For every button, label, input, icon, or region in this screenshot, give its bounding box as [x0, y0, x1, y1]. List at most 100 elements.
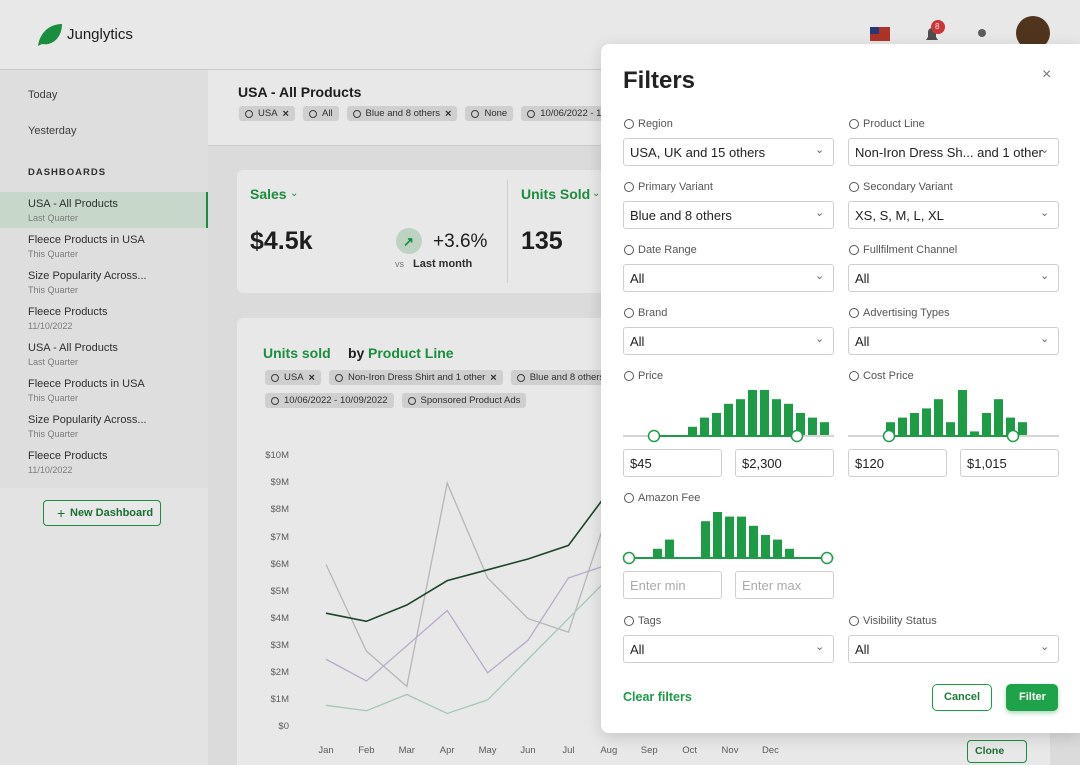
filter-button[interactable] — [1006, 684, 1058, 711]
dashboard-name[interactable]: USA - All Products — [28, 341, 118, 354]
y-tick-label: $6M — [270, 558, 289, 570]
select[interactable] — [848, 264, 1059, 292]
chip-remove[interactable]: × — [308, 371, 315, 384]
y-tick-label: $7M — [270, 531, 289, 543]
select-value[interactable]: All — [630, 641, 645, 657]
chart-metric[interactable]: Units sold — [263, 345, 331, 361]
dashboard-name[interactable]: USA - All Products — [28, 197, 118, 210]
new-dashboard-button[interactable] — [43, 500, 161, 526]
dashboard-name[interactable]: Fleece Products in USA — [28, 233, 145, 246]
kpi-value: 135 — [521, 226, 563, 255]
field-icon — [624, 245, 634, 255]
chip-icon — [516, 373, 525, 382]
select[interactable] — [623, 138, 834, 166]
dashboard-period: 11/10/2022 — [28, 464, 73, 475]
chip[interactable]: Blue and 8 others — [510, 370, 611, 385]
select-value[interactable]: Non-Iron Dress Sh... and 1 other — [855, 144, 1043, 160]
select[interactable] — [623, 635, 834, 663]
kpi-change: +3.6% — [433, 230, 488, 252]
close-button[interactable]: × — [1042, 66, 1052, 83]
range-input[interactable] — [623, 571, 722, 599]
x-tick-label: Jan — [318, 745, 334, 757]
chip-text: 10/06/2022 - 10/09/2022 — [284, 395, 388, 406]
select[interactable] — [848, 635, 1059, 663]
clone-button[interactable] — [967, 740, 1027, 763]
x-tick-label: Nov — [721, 745, 739, 757]
range-input-value[interactable]: $2,300 — [742, 455, 782, 471]
select-value[interactable]: All — [855, 333, 870, 349]
select-value[interactable]: All — [630, 333, 645, 349]
sidebar-item[interactable]: Today — [28, 88, 58, 101]
select-chevron: ⌄ — [815, 640, 825, 653]
select-value[interactable]: All — [855, 270, 870, 286]
select[interactable] — [848, 201, 1059, 229]
chip[interactable]: Non-Iron Dress Shirt and 1 other × — [328, 370, 503, 385]
chip[interactable]: All — [302, 106, 339, 121]
y-tick-label: $10M — [265, 450, 289, 462]
active-dashboard — [0, 192, 208, 228]
select-value[interactable]: All — [855, 641, 870, 657]
chip-remove[interactable]: × — [445, 107, 452, 120]
chip-icon — [308, 109, 317, 118]
chip[interactable]: USA × — [239, 106, 295, 121]
field-label: Price — [638, 369, 664, 382]
clone-label[interactable]: Clone — [975, 744, 1005, 757]
select-value[interactable]: USA, UK and 15 others — [630, 144, 766, 160]
select-value[interactable]: Blue and 8 others — [630, 207, 732, 223]
field-label: Brand — [638, 306, 668, 319]
select-chevron: ⌄ — [815, 206, 825, 219]
field-icon — [849, 371, 859, 381]
sidebar-item[interactable]: Yesterday — [28, 124, 77, 137]
select[interactable] — [848, 327, 1059, 355]
y-tick-label: $4M — [270, 612, 289, 624]
dashboard-name[interactable]: Size Popularity Across... — [28, 413, 147, 426]
chip-remove[interactable]: × — [282, 107, 289, 120]
range-input-value[interactable]: Enter min — [630, 577, 686, 593]
range-input-value[interactable]: $120 — [855, 455, 884, 471]
range-input[interactable] — [960, 449, 1059, 477]
chip-icon — [334, 373, 343, 382]
range-input-value[interactable]: $1,015 — [967, 455, 1007, 471]
dashboard-name[interactable]: Fleece Products in USA — [28, 377, 145, 390]
chip[interactable]: 10/06/2022 - 10/09/2022 — [265, 393, 394, 408]
select[interactable] — [623, 264, 834, 292]
range-input-value[interactable]: Enter max — [742, 577, 802, 593]
select[interactable] — [623, 327, 834, 355]
cancel-label[interactable]: Cancel — [944, 690, 981, 703]
field-label: Amazon Fee — [638, 491, 701, 504]
dashboard-name[interactable]: Fleece Products — [28, 449, 108, 462]
range-input[interactable] — [735, 449, 834, 477]
kpi-label: Units Sold — [521, 186, 591, 202]
select-value[interactable]: XS, S, M, L, XL — [855, 207, 944, 223]
range-input-value[interactable]: $45 — [630, 455, 652, 471]
cancel-button[interactable] — [932, 684, 992, 711]
range-input[interactable] — [735, 571, 834, 599]
range-input[interactable] — [623, 449, 722, 477]
chip-text: USA — [258, 108, 278, 119]
chip-icon — [471, 109, 480, 118]
chip[interactable]: Sponsored Product Ads — [401, 393, 527, 408]
plus-icon: + — [57, 505, 66, 521]
new-dashboard-label[interactable]: New Dashboard — [70, 506, 154, 519]
dashboard-period: This Quarter — [28, 428, 79, 439]
chip[interactable]: USA × — [265, 370, 321, 385]
select[interactable] — [623, 201, 834, 229]
range-input[interactable] — [848, 449, 947, 477]
select[interactable] — [848, 138, 1059, 166]
select-value[interactable]: All — [630, 270, 645, 286]
dashboard-name[interactable]: Fleece Products — [28, 305, 108, 318]
chip[interactable]: Blue and 8 others × — [346, 106, 458, 121]
dashboard-name[interactable]: Size Popularity Across... — [28, 269, 147, 282]
field-icon — [849, 182, 859, 192]
chart-dimension[interactable]: Product Line — [368, 345, 454, 361]
filter-label[interactable]: Filter — [1019, 690, 1046, 703]
y-tick-label: $3M — [270, 639, 289, 651]
field-icon — [624, 371, 634, 381]
change-icon — [396, 228, 422, 254]
chip-remove[interactable]: × — [490, 371, 497, 384]
chip[interactable]: None — [465, 106, 514, 121]
kpi-period[interactable]: Last month — [413, 257, 473, 270]
x-tick-label: Dec — [761, 745, 779, 757]
clear-filters[interactable]: Clear filters — [623, 689, 692, 704]
x-tick-label: Jul — [562, 745, 575, 757]
